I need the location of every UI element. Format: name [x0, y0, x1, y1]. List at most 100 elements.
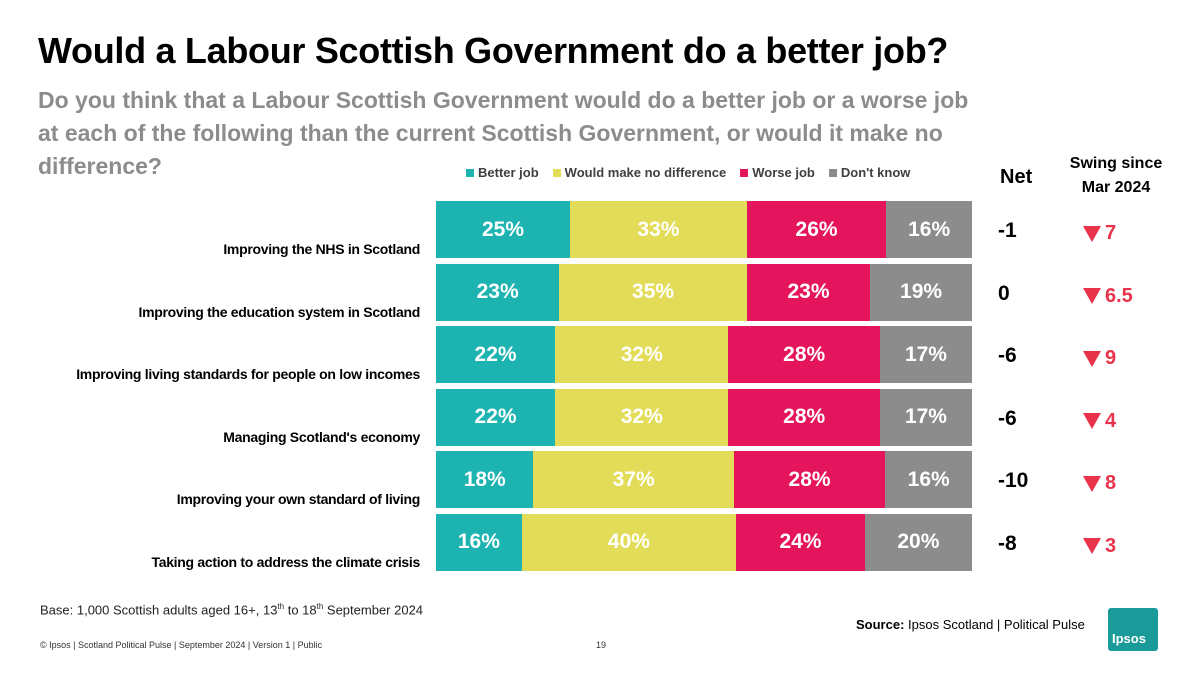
bar-segment-no-difference: 32% [555, 326, 729, 383]
category-label: Managing Scotland's economy [223, 428, 420, 445]
data-label: 22% [474, 405, 517, 428]
bar-segment-better: 18% [436, 451, 534, 508]
net-value: -6 [998, 344, 1017, 367]
net-header: Net [1000, 166, 1033, 188]
bar-segment-better: 22% [436, 326, 556, 383]
legend-label-dont-know: Don't know [840, 165, 911, 180]
swing-header-line2: Mar 2024 [1081, 179, 1151, 196]
bar-segment-dont-know: 17% [879, 388, 972, 446]
bar-segment-worse: 28% [728, 326, 880, 383]
bar-segment-worse: 23% [746, 263, 871, 321]
base-mid: to 18 [284, 602, 317, 618]
legend-label-no-difference: Would make no difference [564, 165, 727, 180]
legend-label-better: Better job [478, 165, 539, 180]
swing-value: 4 [1083, 410, 1116, 433]
down-triangle-icon [1083, 475, 1101, 492]
net-value: 0 [998, 281, 1010, 305]
data-label: 25% [481, 217, 525, 241]
data-label: 24% [779, 530, 822, 553]
legend-label-worse: Worse job [752, 165, 815, 180]
data-label: 26% [795, 217, 838, 241]
bar-segment-better: 16% [436, 513, 522, 571]
swing-value: 6.5 [1083, 285, 1133, 308]
swing-value: 8 [1083, 472, 1116, 495]
down-triangle-icon [1083, 350, 1101, 367]
legend-swatch-dont-know [828, 168, 837, 177]
chart-legend: Better job Would make no difference Wors… [466, 165, 910, 180]
category-label: Improving living standards for people on… [76, 366, 420, 382]
bar-row: 18% 37% 28% 16% [436, 451, 972, 508]
data-label: 28% [788, 467, 831, 491]
bar-segment-dont-know: 20% [864, 513, 972, 571]
down-triangle-icon [1083, 538, 1101, 554]
page-number: 19 [596, 640, 607, 650]
bar-row: 25% 33% 26% 16% [436, 201, 972, 258]
bar-segment-dont-know: 19% [870, 263, 972, 321]
bar-segment-no-difference: 35% [559, 263, 747, 321]
bar-segment-worse: 24% [736, 513, 865, 571]
data-label: 22% [474, 342, 517, 366]
net-value: -1 [998, 219, 1017, 242]
bar-row: 16% 40% 24% 20% [436, 513, 972, 571]
down-triangle-icon [1083, 413, 1101, 429]
data-label: 16% [907, 467, 950, 491]
bar-segment-worse: 28% [728, 388, 880, 446]
swing-number: 7 [1105, 222, 1117, 244]
bar-segment-dont-know: 17% [879, 326, 972, 383]
bar-row: 22% 32% 28% 17% [436, 388, 972, 446]
bar-segment-no-difference: 32% [555, 388, 729, 446]
bar-row: 23% 35% 23% 19% [436, 263, 972, 321]
data-label: 40% [607, 530, 650, 553]
swing-number: 3 [1105, 534, 1117, 557]
bar-segment-dont-know: 16% [886, 201, 972, 258]
footer-text: © Ipsos | Scotland Political Pulse | Sep… [40, 640, 323, 650]
bar-segment-no-difference: 37% [533, 451, 734, 508]
data-label: 23% [476, 280, 519, 303]
legend-swatch-worse [740, 168, 749, 177]
category-label: Taking action to address the climate cri… [151, 553, 421, 570]
bar-row: 22% 32% 28% 17% [436, 326, 972, 383]
swing-number: 6.5 [1105, 284, 1133, 307]
bar-segment-no-difference: 40% [521, 513, 737, 571]
bar-segment-better: 22% [436, 388, 556, 446]
net-value: -10 [998, 469, 1029, 492]
logo-text: Ipsos [1112, 631, 1146, 646]
down-triangle-icon [1083, 225, 1101, 242]
legend-item-worse: Worse job [740, 165, 815, 180]
bar-segment-better: 25% [436, 201, 570, 258]
bar-segment-better: 23% [436, 263, 560, 321]
data-label: 28% [783, 342, 826, 366]
data-label: 16% [908, 217, 951, 241]
legend-item-dont-know: Don't know [828, 165, 911, 180]
ipsos-logo: Ipsos [1108, 608, 1158, 651]
swing-value: 3 [1083, 535, 1116, 558]
net-value: -8 [998, 531, 1017, 555]
data-label: 32% [620, 405, 663, 428]
data-label: 16% [457, 530, 500, 553]
category-label: Improving the education system in Scotla… [138, 303, 421, 320]
base-note: Base: 1,000 Scottish adults aged 16+, 13… [40, 602, 423, 617]
data-label: 35% [632, 280, 675, 303]
net-value: -6 [998, 406, 1017, 430]
category-label: Improving your own standard of living [176, 491, 421, 507]
swing-number: 9 [1105, 347, 1117, 369]
source-note: Source: Ipsos Scotland | Political Pulse [856, 617, 1085, 632]
legend-swatch-no-difference [552, 168, 561, 177]
data-label: 17% [904, 405, 947, 428]
source-text: Ipsos Scotland | Political Pulse [904, 617, 1085, 632]
bar-segment-worse: 26% [746, 201, 887, 258]
base-text: Base: 1,000 Scottish adults aged 16+, 13 [40, 602, 278, 618]
category-label: Improving the NHS in Scotland [223, 241, 420, 257]
data-label: 20% [897, 530, 940, 553]
base-sup-2: th [316, 602, 324, 611]
base-end: September 2024 [323, 602, 424, 618]
bar-segment-worse: 28% [733, 451, 886, 508]
legend-item-no-difference: Would make no difference [552, 165, 727, 180]
data-label: 19% [900, 280, 943, 303]
swing-value: 7 [1083, 222, 1116, 245]
page-title: Would a Labour Scottish Government do a … [38, 30, 949, 71]
data-label: 17% [904, 342, 947, 366]
page-subtitle: Do you think that a Labour Scottish Gove… [38, 87, 969, 179]
data-label: 23% [787, 280, 830, 303]
swing-number: 4 [1105, 409, 1117, 432]
